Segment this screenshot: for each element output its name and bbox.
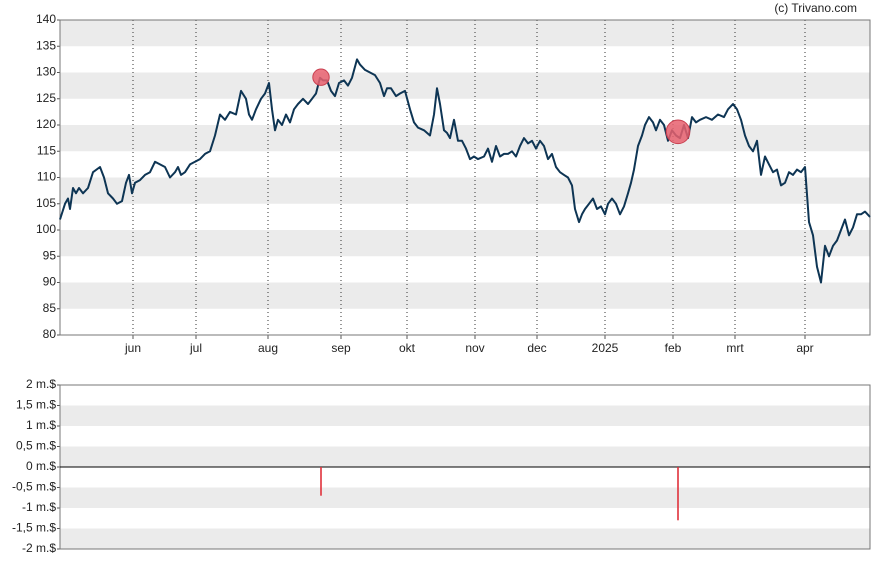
y-tick-label: 95	[43, 248, 57, 262]
grid-band	[60, 177, 870, 204]
x-tick-label: mrt	[726, 341, 744, 355]
y-tick-label: 120	[36, 117, 56, 131]
grid-band	[60, 230, 870, 257]
y-tick-label: 100	[36, 222, 56, 236]
x-tick-label: aug	[258, 341, 278, 355]
event-marker	[312, 68, 330, 86]
y-tick-label: 115	[37, 143, 56, 157]
x-tick-label: apr	[796, 341, 813, 355]
y-tick-label: -1,5 m.$	[12, 521, 56, 535]
x-tick-label: jul	[189, 341, 202, 355]
grid-band	[60, 72, 870, 99]
y-tick-label: -2 m.$	[22, 541, 56, 555]
y-tick-label: 125	[36, 91, 56, 105]
grid-band	[60, 405, 870, 426]
y-tick-label: 0 m.$	[26, 459, 56, 473]
grid-band	[60, 282, 870, 309]
grid-band	[60, 446, 870, 467]
x-tick-label: jun	[124, 341, 141, 355]
y-tick-label: 1,5 m.$	[16, 398, 56, 412]
x-tick-label: feb	[665, 341, 682, 355]
x-tick-label: dec	[527, 341, 546, 355]
price-line	[59, 58, 871, 284]
y-tick-label: 135	[36, 38, 56, 52]
source-credit: (c) Trivano.com	[774, 1, 857, 15]
x-tick-label: sep	[331, 341, 351, 355]
grid-band	[60, 528, 870, 549]
y-tick-label: -1 m.$	[22, 500, 56, 514]
y-tick-label: 2 m.$	[26, 377, 56, 391]
plot-frame	[59, 19, 871, 336]
y-tick-label: 130	[36, 65, 56, 79]
y-tick-label: 110	[37, 170, 56, 184]
y-tick-label: 140	[36, 12, 56, 26]
y-tick-label: 85	[43, 301, 57, 315]
y-tick-label: 0,5 m.$	[16, 439, 56, 453]
y-tick-label: 1 m.$	[26, 418, 56, 432]
y-tick-label: 80	[43, 327, 57, 341]
y-tick-label: 105	[36, 196, 56, 210]
x-tick-label: 2025	[592, 341, 619, 355]
x-tick-label: okt	[399, 341, 416, 355]
grid-band	[60, 20, 870, 47]
grid-band	[60, 487, 870, 508]
x-tick-label: nov	[465, 341, 484, 355]
event-marker	[665, 119, 691, 145]
y-tick-label: -0,5 m.$	[12, 480, 56, 494]
y-tick-label: 90	[43, 275, 57, 289]
